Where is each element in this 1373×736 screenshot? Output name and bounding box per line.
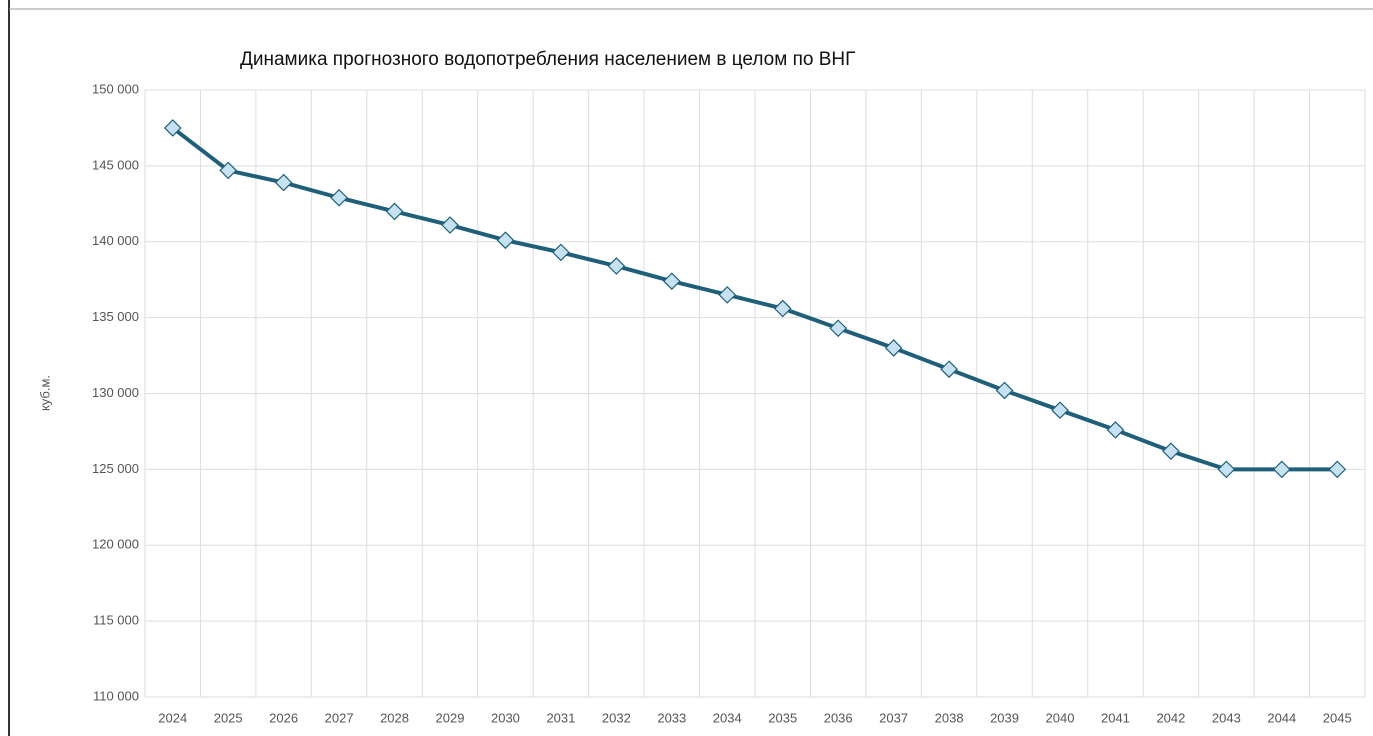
marker <box>940 360 958 379</box>
y-tick-label: 115 000 <box>93 613 139 628</box>
marker <box>274 173 293 192</box>
x-tick-label: 2037 <box>879 710 908 725</box>
x-tick-label: 2041 <box>1101 710 1130 725</box>
x-tick-label: 2028 <box>380 710 409 725</box>
marker <box>496 231 515 250</box>
x-tick-label: 2040 <box>1046 710 1075 725</box>
y-tick-label: 135 000 <box>92 309 139 324</box>
marker <box>1106 421 1125 439</box>
marker <box>163 119 182 137</box>
marker <box>829 319 848 338</box>
marker <box>995 381 1014 400</box>
x-tick-label: 2033 <box>657 710 686 725</box>
x-tick-label: 2036 <box>824 710 853 725</box>
marker <box>1217 460 1236 479</box>
x-tick-label: 2027 <box>325 710 354 725</box>
series-line <box>171 126 1338 472</box>
y-tick-label: 150 000 <box>92 81 139 96</box>
x-tick-label: 2024 <box>158 710 187 725</box>
y-tick-label: 130 000 <box>92 385 139 400</box>
marker <box>662 272 681 291</box>
y-tick-label: 145 000 <box>92 157 139 172</box>
marker <box>1162 442 1180 461</box>
marker <box>718 286 737 304</box>
x-tick-label: 2038 <box>935 710 964 725</box>
y-axis-label: куб.м. <box>37 375 52 411</box>
x-tick-label: 2025 <box>214 710 243 725</box>
y-tick-label: 110 000 <box>93 688 139 703</box>
marker <box>1328 460 1347 479</box>
marker <box>773 299 792 318</box>
x-tick-label: 2031 <box>546 710 575 725</box>
x-tick-label: 2044 <box>1267 710 1296 725</box>
marker <box>441 216 459 234</box>
marker <box>607 257 626 275</box>
marker <box>552 243 570 262</box>
x-tick-label: 2039 <box>990 710 1019 725</box>
y-tick-label: 140 000 <box>92 233 139 248</box>
x-tick-label: 2043 <box>1212 710 1241 725</box>
y-tick-label: 125 000 <box>92 461 139 476</box>
marker <box>884 339 903 357</box>
marker <box>1272 460 1291 479</box>
x-tick-label: 2029 <box>436 710 465 725</box>
marker <box>330 188 348 207</box>
x-tick-label: 2034 <box>713 710 742 725</box>
y-tick-label: 120 000 <box>92 537 139 552</box>
marker <box>219 161 238 180</box>
marker <box>1051 401 1069 420</box>
x-tick-label: 2035 <box>768 710 797 725</box>
x-tick-label: 2042 <box>1156 710 1185 725</box>
x-tick-label: 2026 <box>269 710 298 725</box>
marker <box>385 202 404 221</box>
x-tick-label: 2045 <box>1323 710 1352 725</box>
x-tick-label: 2032 <box>602 710 631 725</box>
chart-title: Динамика прогнозного водопотребления нас… <box>240 49 855 70</box>
x-tick-label: 2030 <box>491 710 520 725</box>
